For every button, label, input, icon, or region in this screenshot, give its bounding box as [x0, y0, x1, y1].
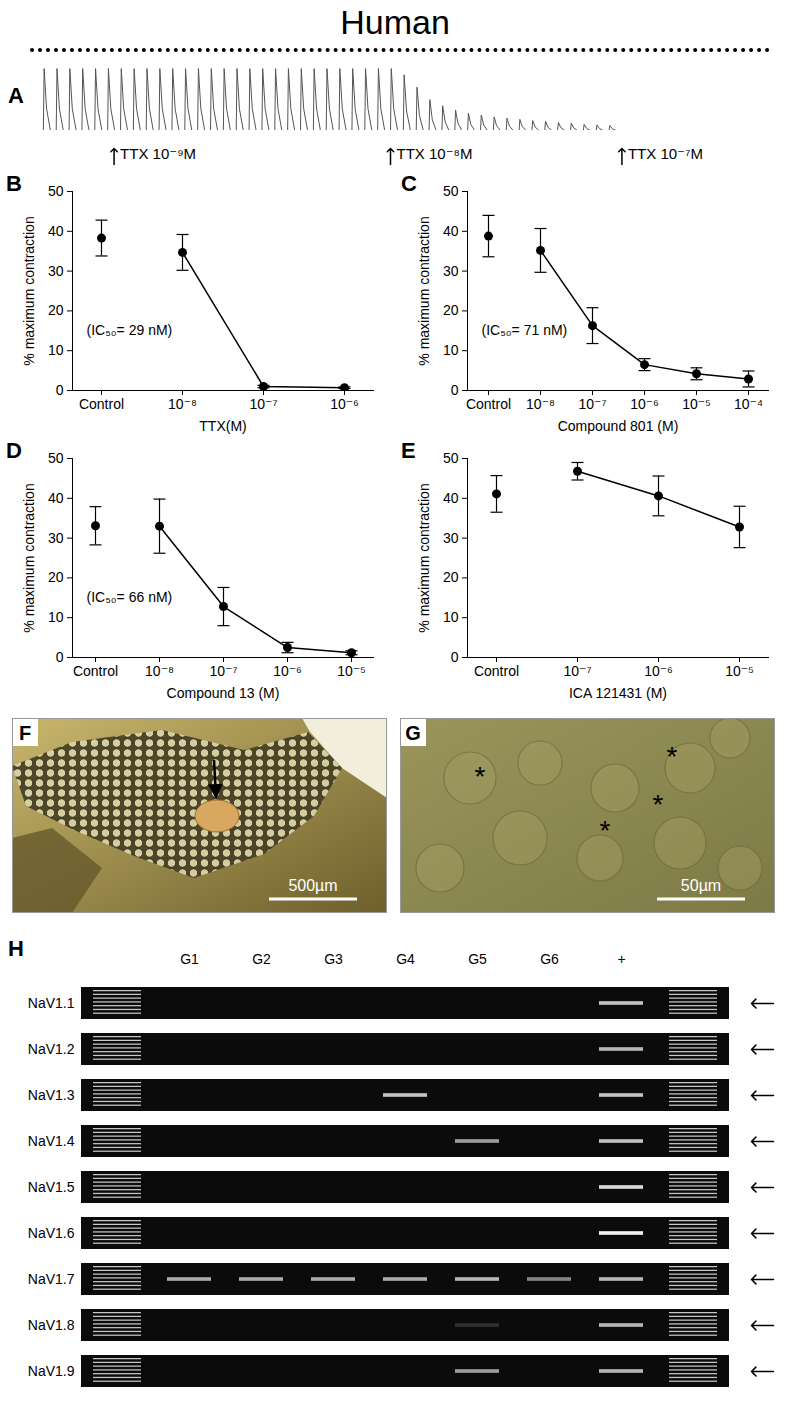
svg-text:(IC₅₀= 29 nM): (IC₅₀= 29 nM): [87, 322, 173, 338]
svg-text:ICA 121431 (M): ICA 121431 (M): [569, 685, 667, 701]
svg-text:Control: Control: [73, 663, 118, 679]
svg-text:10⁻⁷: 10⁻⁷: [209, 663, 237, 679]
html-text:D: D: [6, 438, 22, 463]
svg-text:40: 40: [48, 490, 64, 506]
svg-text:% maximum contraction: % maximum contraction: [416, 216, 432, 365]
svg-text:NaV1.4: NaV1.4: [28, 1133, 75, 1149]
html-text:H: H: [8, 936, 24, 961]
svg-text:500µm: 500µm: [288, 877, 337, 894]
svg-text:TTX 10⁻⁸M: TTX 10⁻⁸M: [397, 145, 473, 162]
svg-text:20: 20: [48, 569, 64, 585]
svg-text:NaV1.8: NaV1.8: [28, 1317, 75, 1333]
svg-text:% maximum contraction: % maximum contraction: [416, 483, 432, 632]
svg-text:50: 50: [443, 183, 459, 199]
svg-text:30: 30: [443, 530, 459, 546]
svg-text:20: 20: [48, 302, 64, 318]
svg-text:G: G: [405, 722, 421, 744]
svg-text:50: 50: [443, 450, 459, 466]
html-text:B: B: [6, 171, 22, 196]
svg-text:G5: G5: [468, 951, 487, 967]
html-text:E: E: [401, 438, 416, 463]
svg-text:G1: G1: [180, 951, 199, 967]
svg-text:NaV1.9: NaV1.9: [28, 1363, 75, 1379]
svg-text:10⁻⁶: 10⁻⁶: [630, 396, 659, 412]
html-text:Human: Human: [340, 3, 450, 41]
svg-text:+: +: [617, 951, 625, 967]
svg-text:(IC₅₀= 66 nM): (IC₅₀= 66 nM): [87, 589, 173, 605]
svg-text:(IC₅₀= 71 nM): (IC₅₀= 71 nM): [482, 322, 568, 338]
svg-text:30: 30: [48, 263, 64, 279]
svg-text:*: *: [600, 815, 611, 846]
svg-text:Control: Control: [474, 663, 519, 679]
svg-text:10⁻⁸: 10⁻⁸: [526, 396, 555, 412]
svg-text:10⁻⁸: 10⁻⁸: [145, 663, 174, 679]
svg-text:0: 0: [56, 382, 64, 398]
html-text:C: C: [401, 171, 417, 196]
svg-text:20: 20: [443, 302, 459, 318]
svg-text:TTX(M): TTX(M): [199, 418, 246, 434]
svg-text:10⁻⁷: 10⁻⁷: [578, 396, 606, 412]
svg-text:10⁻⁵: 10⁻⁵: [337, 663, 366, 679]
svg-text:G2: G2: [252, 951, 271, 967]
svg-text:50: 50: [48, 450, 64, 466]
svg-text:Control: Control: [466, 396, 511, 412]
svg-text:Control: Control: [79, 396, 124, 412]
svg-text:NaV1.1: NaV1.1: [28, 995, 75, 1011]
svg-text:TTX 10⁻⁹M: TTX 10⁻⁹M: [120, 145, 196, 162]
svg-text:F: F: [19, 722, 31, 744]
svg-text:% maximum contraction: % maximum contraction: [21, 483, 37, 632]
svg-text:10⁻⁶: 10⁻⁶: [273, 663, 302, 679]
svg-text:10: 10: [48, 609, 64, 625]
svg-text:NaV1.6: NaV1.6: [28, 1225, 75, 1241]
svg-text:NaV1.5: NaV1.5: [28, 1179, 75, 1195]
svg-text:50: 50: [48, 183, 64, 199]
svg-text:10⁻⁷: 10⁻⁷: [563, 663, 591, 679]
svg-text:NaV1.7: NaV1.7: [28, 1271, 75, 1287]
svg-text:40: 40: [443, 490, 459, 506]
svg-text:NaV1.2: NaV1.2: [28, 1041, 75, 1057]
svg-text:20: 20: [443, 569, 459, 585]
svg-text:10⁻⁶: 10⁻⁶: [330, 396, 359, 412]
svg-text:G6: G6: [540, 951, 559, 967]
svg-text:NaV1.3: NaV1.3: [28, 1087, 75, 1103]
svg-text:*: *: [653, 789, 664, 820]
svg-text:0: 0: [451, 649, 459, 665]
svg-text:*: *: [475, 761, 486, 792]
svg-text:50µm: 50µm: [681, 877, 721, 894]
svg-text:10⁻⁷: 10⁻⁷: [249, 396, 277, 412]
svg-text:10: 10: [48, 342, 64, 358]
svg-text:30: 30: [443, 263, 459, 279]
svg-text:10⁻⁴: 10⁻⁴: [734, 396, 763, 412]
svg-text:*: *: [667, 741, 678, 772]
svg-text:10⁻⁶: 10⁻⁶: [644, 663, 673, 679]
svg-text:G4: G4: [396, 951, 415, 967]
svg-text:TTX 10⁻⁷M: TTX 10⁻⁷M: [628, 145, 703, 162]
svg-text:40: 40: [443, 223, 459, 239]
svg-text:10: 10: [443, 609, 459, 625]
svg-text:% maximum contraction: % maximum contraction: [21, 216, 37, 365]
svg-text:Compound 801 (M): Compound 801 (M): [558, 418, 679, 434]
svg-text:G3: G3: [324, 951, 343, 967]
svg-text:0: 0: [56, 649, 64, 665]
html-text:A: A: [8, 83, 24, 108]
svg-text:10⁻⁵: 10⁻⁵: [682, 396, 711, 412]
svg-text:30: 30: [48, 530, 64, 546]
svg-text:Compound 13 (M): Compound 13 (M): [167, 685, 280, 701]
svg-text:10⁻⁵: 10⁻⁵: [725, 663, 754, 679]
svg-text:10: 10: [443, 342, 459, 358]
svg-text:10⁻⁸: 10⁻⁸: [168, 396, 197, 412]
svg-text:0: 0: [451, 382, 459, 398]
svg-text:40: 40: [48, 223, 64, 239]
